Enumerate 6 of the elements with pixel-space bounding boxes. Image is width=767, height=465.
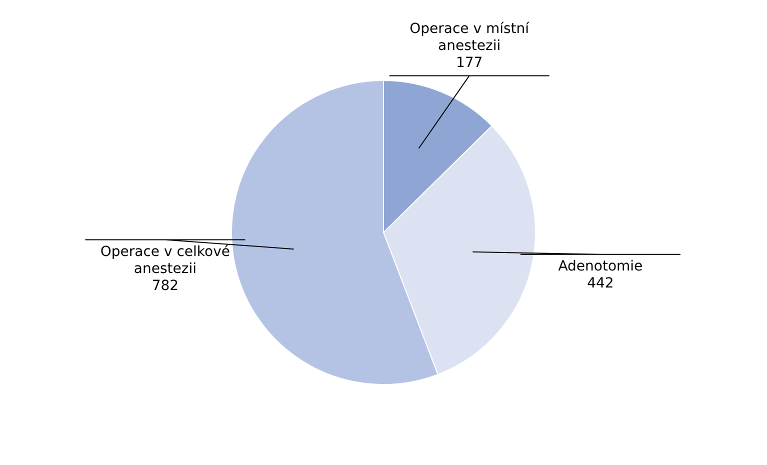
slice-label: Operace v celkové anestezii xyxy=(100,244,230,277)
slice-label: Adenotomie xyxy=(558,258,643,275)
slice-label: Operace v místní anestezii xyxy=(410,20,530,54)
data-label: 782 xyxy=(152,278,179,294)
data-label: 177 xyxy=(456,54,483,71)
data-label: 442 xyxy=(587,276,614,292)
